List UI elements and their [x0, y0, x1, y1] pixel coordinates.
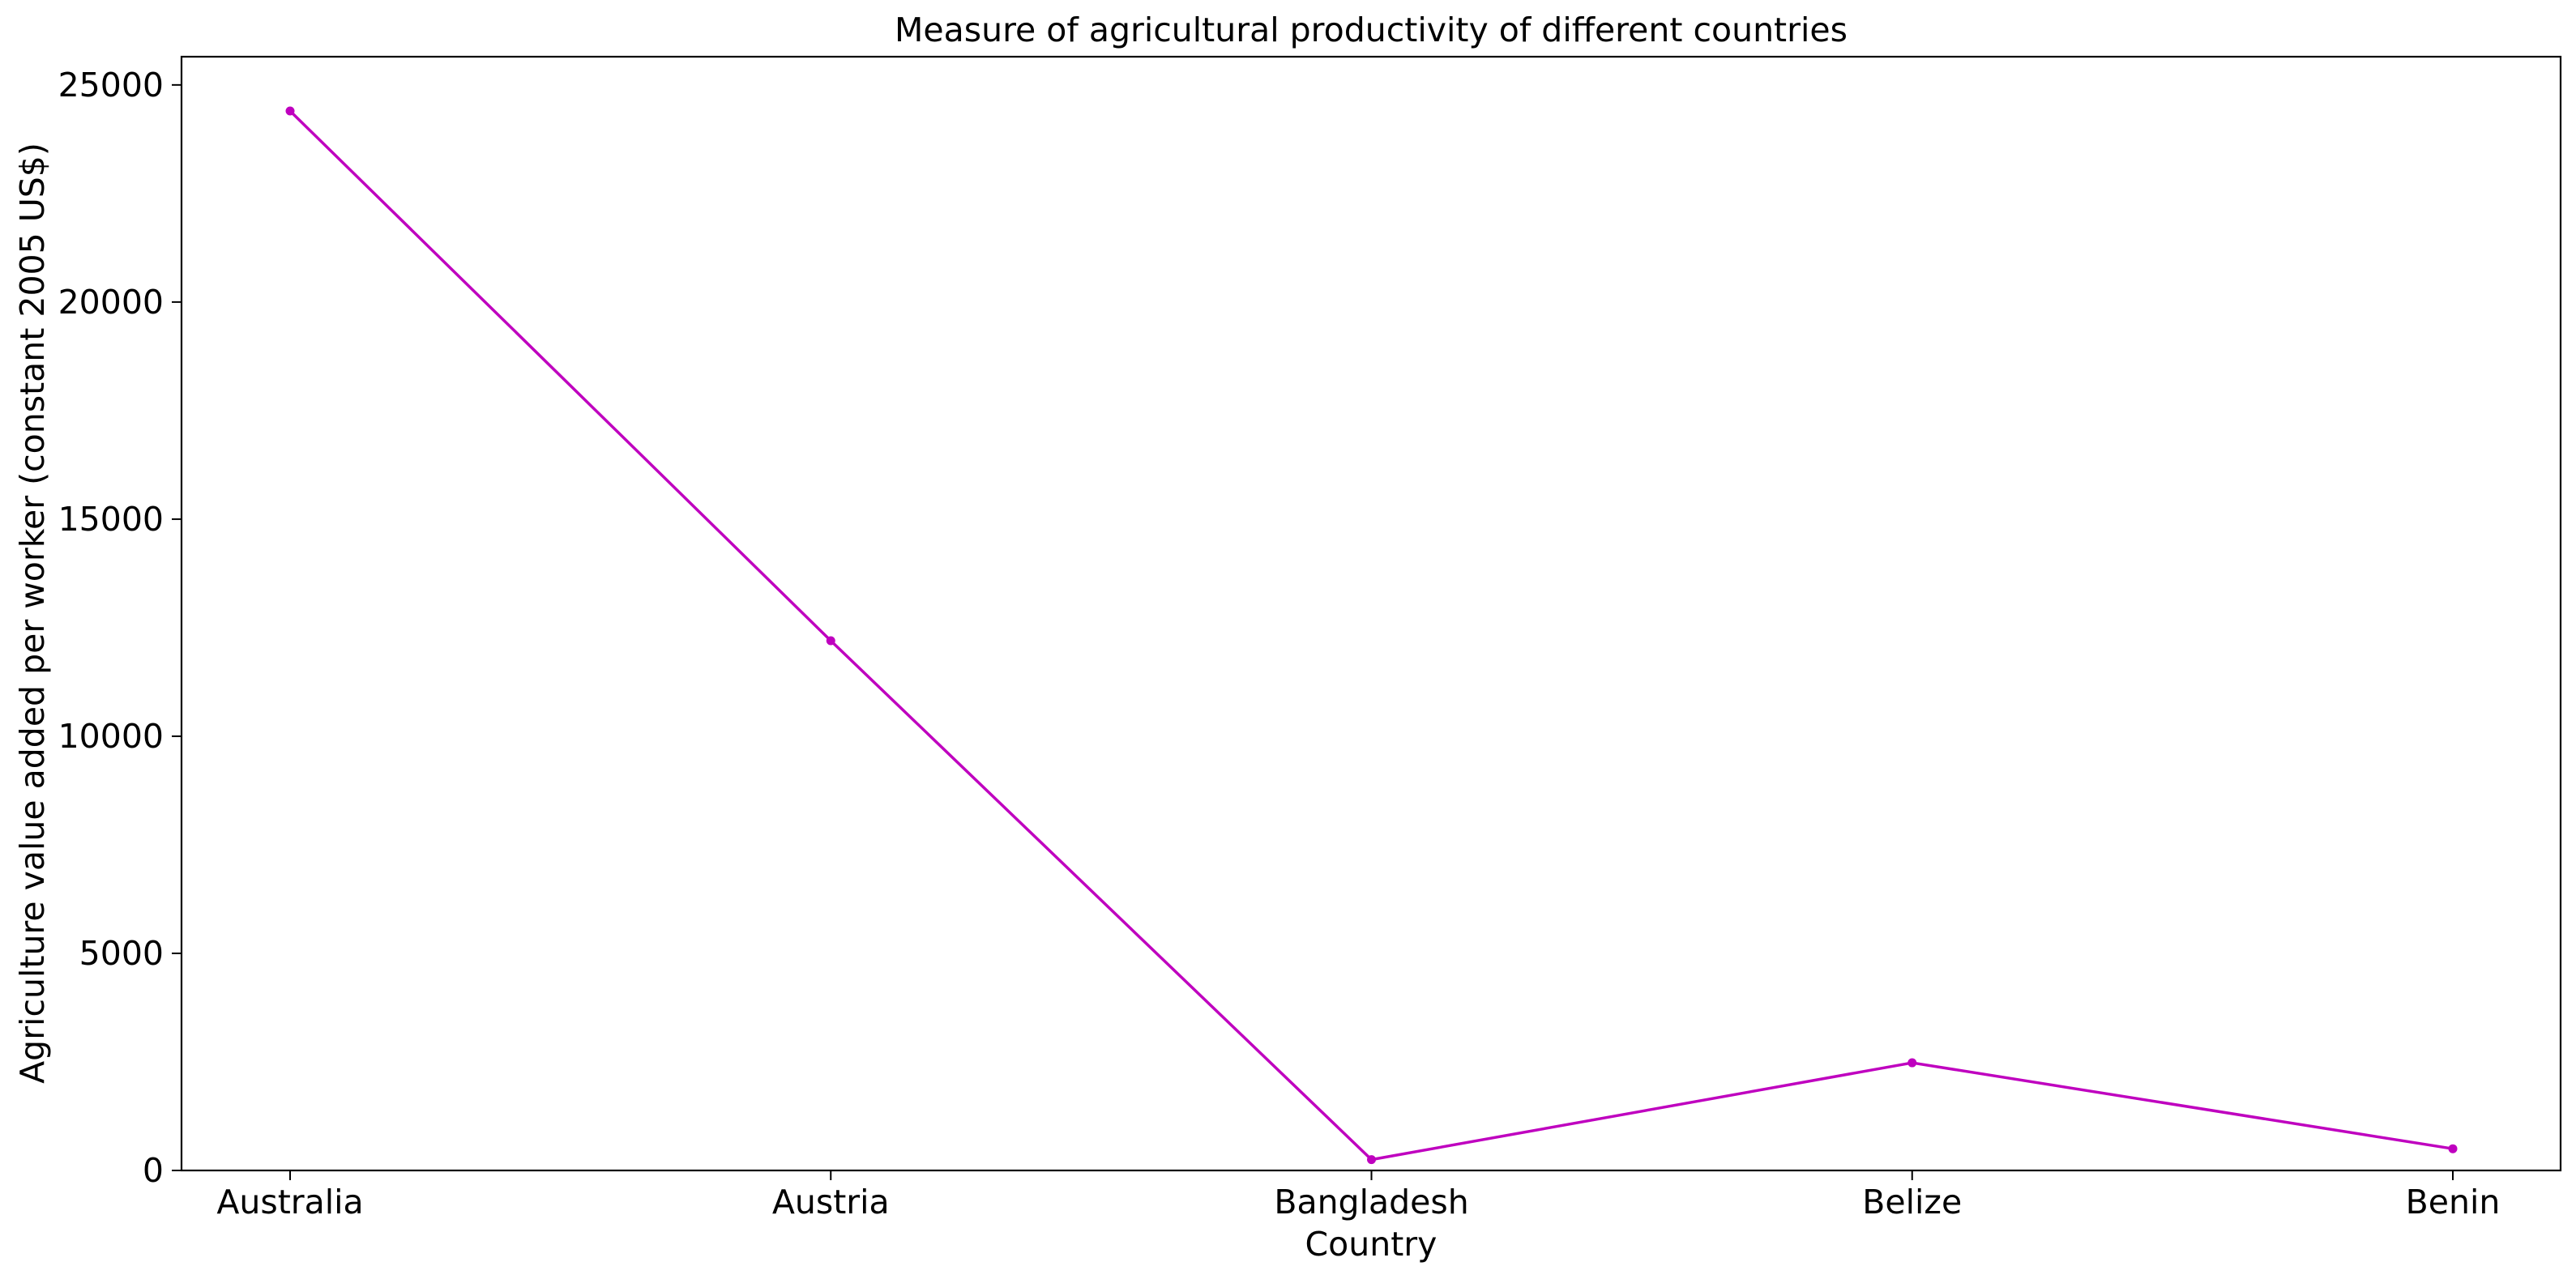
y-tick-label: 0 [143, 1151, 164, 1190]
data-point [826, 636, 835, 646]
data-point [1367, 1155, 1376, 1165]
x-tick-label: Australia [216, 1183, 363, 1221]
data-point [2448, 1144, 2458, 1153]
y-tick-label: 15000 [58, 500, 164, 539]
y-axis-label: Agriculture value added per worker (cons… [13, 143, 52, 1084]
x-tick-label: Bangladesh [1274, 1183, 1468, 1221]
y-tick-label: 25000 [58, 66, 164, 104]
y-tick-label: 20000 [58, 283, 164, 322]
x-tick-label: Belize [1862, 1183, 1962, 1221]
y-axis: 0 5000 10000 15000 20000 25000 [58, 66, 182, 1190]
x-tick-label: Austria [772, 1183, 890, 1221]
x-axis: Australia Austria Bangladesh Belize Benin [216, 1170, 2500, 1221]
y-tick-label: 5000 [79, 934, 164, 973]
series-layer [285, 106, 2458, 1165]
y-tick-label: 10000 [58, 717, 164, 756]
data-point [1907, 1058, 1917, 1068]
x-axis-label: Country [1305, 1225, 1438, 1264]
chart-title: Measure of agricultural productivity of … [895, 11, 1848, 49]
data-point [285, 106, 295, 116]
x-tick-label: Benin [2406, 1183, 2501, 1221]
